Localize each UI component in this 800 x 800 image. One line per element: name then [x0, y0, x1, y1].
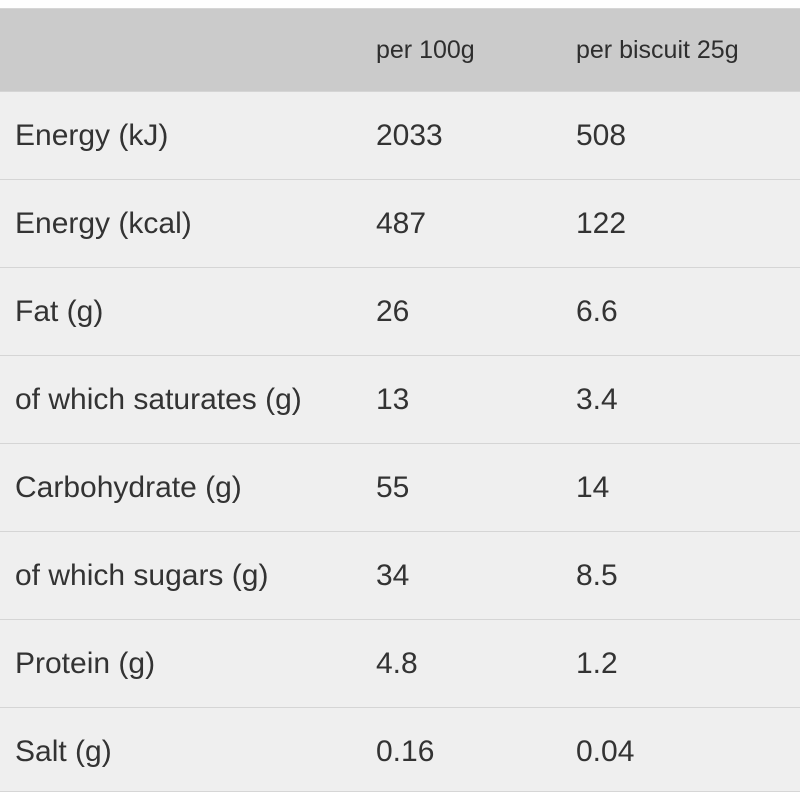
value-per-100g: 0.16: [376, 734, 435, 768]
table-row: Carbohydrate (g) 55 14: [0, 443, 800, 531]
value-per-100g: 55: [376, 470, 410, 504]
table-row: of which sugars (g) 34 8.5: [0, 531, 800, 619]
nutrient-label: of which saturates (g): [15, 382, 302, 416]
nutrient-label: Energy (kcal): [15, 206, 192, 240]
table-header-row: per 100g per biscuit 25g: [0, 9, 800, 91]
value-per-100g: 13: [376, 382, 410, 416]
value-per-100g: 26: [376, 294, 410, 328]
value-per-100g: 2033: [376, 118, 443, 152]
value-per-100g: 4.8: [376, 646, 418, 680]
value-per-biscuit: 14: [576, 470, 610, 504]
nutrient-label: of which sugars (g): [15, 558, 269, 592]
value-per-biscuit: 6.6: [576, 294, 618, 328]
table-row: of which saturates (g) 13 3.4: [0, 355, 800, 443]
header-per-100g: per 100g: [376, 35, 475, 64]
header-per-biscuit: per biscuit 25g: [576, 35, 739, 64]
nutrient-label: Energy (kJ): [15, 118, 169, 152]
value-per-biscuit: 3.4: [576, 382, 618, 416]
table-row: Protein (g) 4.8 1.2: [0, 619, 800, 707]
value-per-biscuit: 508: [576, 118, 627, 152]
table-row: Energy (kJ) 2033 508: [0, 91, 800, 179]
nutrition-table: per 100g per biscuit 25g Energy (kJ) 203…: [0, 8, 800, 792]
value-per-100g: 34: [376, 558, 410, 592]
value-per-biscuit: 1.2: [576, 646, 618, 680]
nutrient-label: Salt (g): [15, 734, 112, 768]
value-per-biscuit: 122: [576, 206, 627, 240]
nutrient-label: Protein (g): [15, 646, 156, 680]
value-per-100g: 487: [376, 206, 427, 240]
table-row: Salt (g) 0.16 0.04: [0, 707, 800, 795]
nutrient-label: Fat (g): [15, 294, 104, 328]
nutrient-label: Carbohydrate (g): [15, 470, 242, 504]
value-per-biscuit: 0.04: [576, 734, 635, 768]
table-row: Energy (kcal) 487 122: [0, 179, 800, 267]
table-row: Fat (g) 26 6.6: [0, 267, 800, 355]
value-per-biscuit: 8.5: [576, 558, 618, 592]
